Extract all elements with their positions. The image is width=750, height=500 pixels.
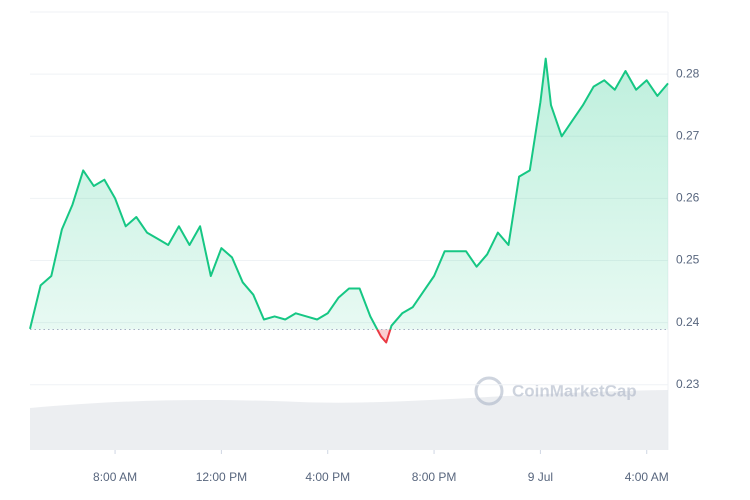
- y-tick-label: 0.26: [676, 191, 700, 205]
- watermark-text: CoinMarketCap: [512, 381, 637, 400]
- price-area: [30, 58, 668, 330]
- y-tick-label: 0.23: [676, 377, 700, 391]
- y-tick-label: 0.27: [676, 128, 700, 142]
- x-tick-label: 4:00 AM: [625, 470, 669, 484]
- x-tick-label: 8:00 AM: [93, 470, 137, 484]
- x-tick-label: 8:00 PM: [412, 470, 457, 484]
- x-tick-label: 9 Jul: [528, 470, 553, 484]
- y-tick-label: 0.24: [676, 315, 700, 329]
- x-tick-label: 12:00 PM: [196, 470, 247, 484]
- x-tick-label: 4:00 PM: [305, 470, 350, 484]
- y-tick-label: 0.25: [676, 253, 700, 267]
- watermark: CoinMarketCap: [474, 376, 637, 406]
- volume-area: [30, 390, 668, 450]
- y-tick-label: 0.28: [676, 66, 700, 80]
- price-line: [29, 57, 669, 330]
- watermark-logo: [474, 376, 504, 406]
